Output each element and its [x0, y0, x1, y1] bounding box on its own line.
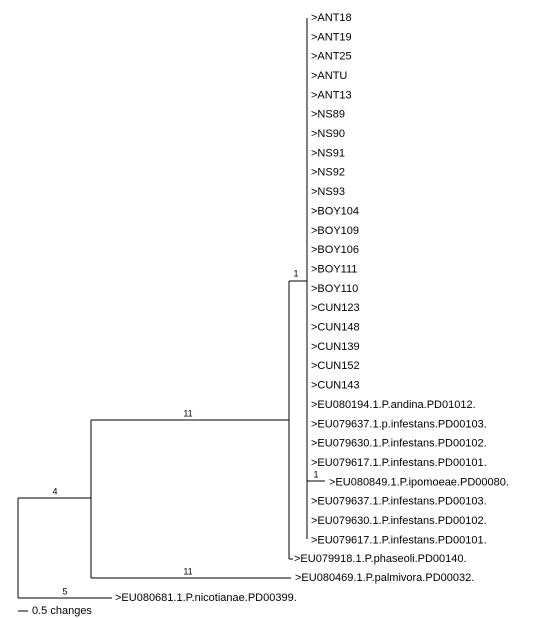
leaf-label: >NS92 — [311, 167, 345, 179]
leaf-label: >ANTU — [311, 70, 347, 82]
leaf-label: >BOY111 — [311, 263, 357, 275]
leaf-label: >EU080681.1.P.nicotianae.PD00399. — [115, 592, 297, 604]
leaf-label: >EU080469.1.P.palmivora.PD00032. — [295, 572, 474, 584]
leaf-label: >EU079617.1.P.infestans.PD00101. — [311, 457, 487, 469]
leaf-label: >NS93 — [311, 186, 345, 198]
leaf-label: >EU079637.1.p.infestans.PD00103. — [311, 418, 487, 430]
leaf-label: >EU079617.1.P.infestans.PD00101. — [311, 534, 487, 546]
leaf-label: >ANT18 — [311, 12, 352, 24]
leaf-label: >CUN148 — [311, 322, 360, 334]
support-label: 5 — [62, 586, 67, 596]
leaf-label: >CUN143 — [311, 380, 360, 392]
leaf-label: >CUN139 — [311, 341, 360, 353]
support-label: 4 — [52, 486, 57, 496]
leaf-label: >BOY104 — [311, 205, 359, 217]
leaf-label: >BOY106 — [311, 244, 359, 256]
leaf-label: >EU079630.1.P.infestans.PD00102. — [311, 515, 487, 527]
leaf-label: >EU080194.1.P.andina.PD01012. — [311, 399, 476, 411]
leaf-label: >NS91 — [311, 147, 345, 159]
leaf-label: >EU080849.1.P.ipomoeae.PD00080. — [329, 476, 509, 488]
support-label: 11 — [183, 566, 192, 576]
leaf-label: >ANT13 — [311, 89, 352, 101]
scale-label: 0.5 changes — [32, 605, 92, 617]
leaf-label: >ANT19 — [311, 31, 352, 43]
branches — [17, 18, 325, 612]
leaf-label: >NS90 — [311, 128, 345, 140]
leaf-label: >NS89 — [311, 109, 345, 121]
leaf-label: >ANT25 — [311, 51, 352, 63]
leaf-label: >EU079630.1.P.infestans.PD00102. — [311, 438, 487, 450]
leaf-label: >CUN123 — [311, 302, 360, 314]
leaf-label: >CUN152 — [311, 360, 360, 372]
leaf-label: >EU079637.1.P.infestans.PD00103. — [311, 496, 487, 508]
support-label: 1 — [313, 469, 318, 479]
leaf-label: >BOY109 — [311, 225, 359, 237]
leaf-label: >BOY110 — [311, 283, 358, 295]
support-label: 11 — [183, 408, 192, 418]
leaf-label: >EU079918.1.P.phaseoli.PD00140. — [294, 553, 467, 565]
support-label: 1 — [293, 268, 298, 278]
